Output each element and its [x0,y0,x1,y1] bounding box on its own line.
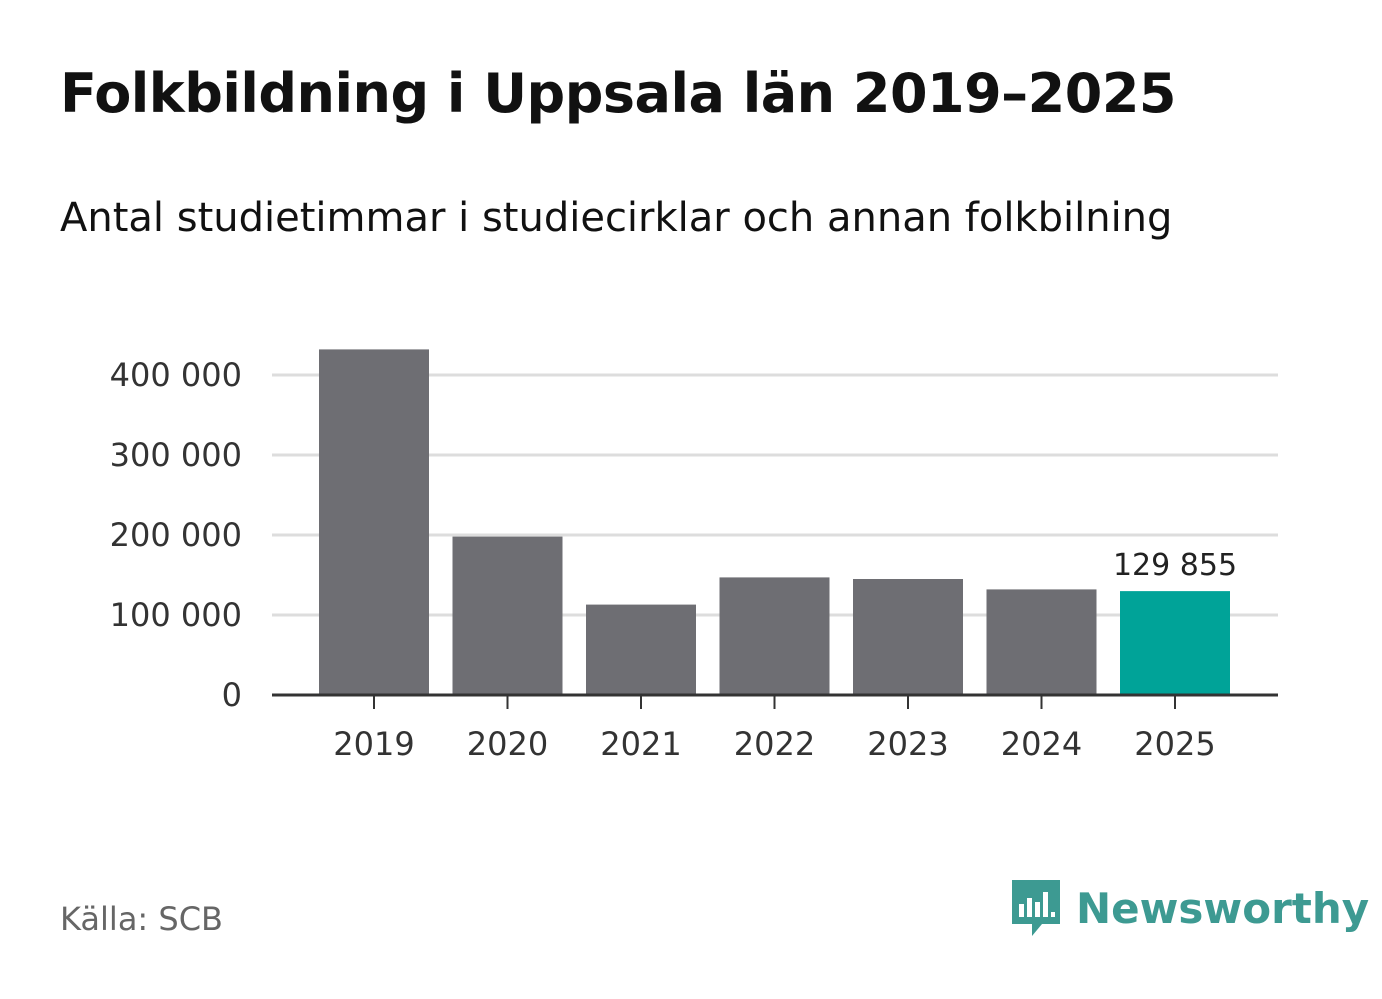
y-tick-label: 200 000 [110,516,242,554]
x-tick-label: 2019 [333,725,414,763]
bar-2022 [719,577,830,695]
bar-2020 [452,536,563,695]
labels: 0 100 000 200 000 300 000 400 000 2019 2020 202… [110,356,1237,763]
y-tick-label: 400 000 [110,356,242,394]
bar-2019 [319,349,429,695]
x-tick-label: 2025 [1134,725,1215,763]
bar-2024 [986,589,1097,695]
axes [272,693,1278,709]
x-tick-label: 2022 [734,725,815,763]
data-label: 129 855 [1113,548,1237,583]
bar-2025 [1120,591,1230,695]
newsworthy-logo-icon [1012,880,1060,936]
y-tick-label: 100 000 [110,596,242,634]
chart-subtitle: Antal studietimmar i studiecirklar och a… [60,195,1173,241]
source-note: Källa: SCB [60,900,223,938]
bar-2021 [586,604,696,695]
bar-2023 [853,579,963,695]
chart-title: Folkbildning i Uppsala län 2019–2025 [60,62,1176,125]
bar-chart: 0 100 000 200 000 300 000 400 000 2019 2020 202… [110,349,1278,763]
brand-logo: Newsworthy [1010,878,1369,938]
bars [319,349,1230,695]
brand-name: Newsworthy [1076,883,1370,933]
x-tick-label: 2021 [600,725,681,763]
x-tick-label: 2020 [467,725,548,763]
x-tick-label: 2023 [867,725,948,763]
y-tick-label: 0 [222,676,242,714]
y-tick-label: 300 000 [110,436,242,474]
x-tick-label: 2024 [1001,725,1082,763]
